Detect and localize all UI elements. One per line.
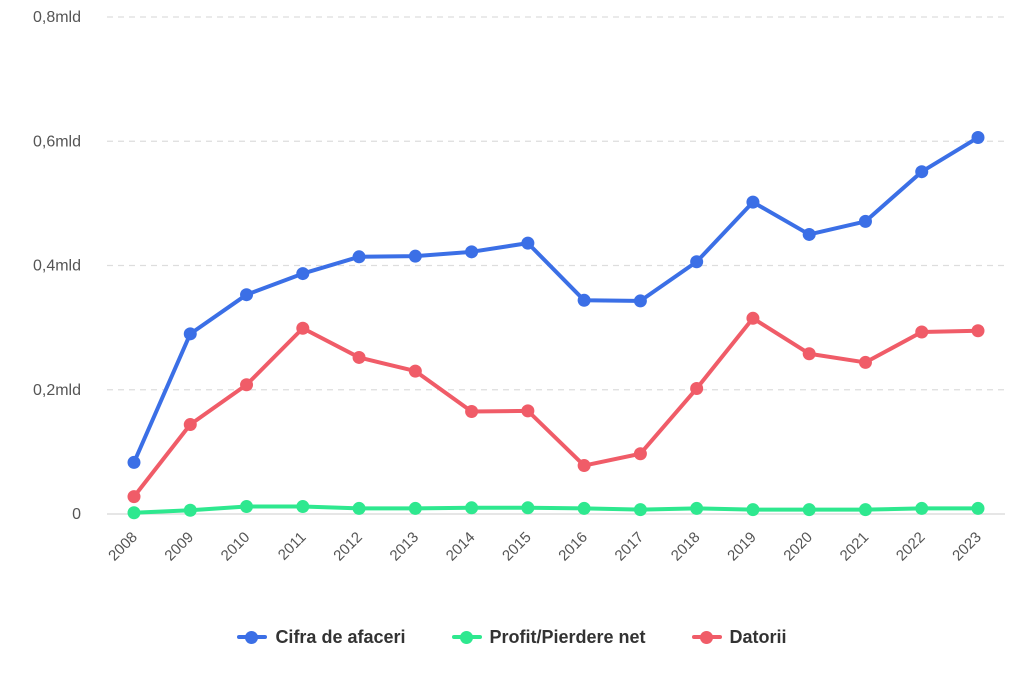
- legend: Cifra de afaceri Profit/Pierdere net Dat…: [0, 622, 1024, 652]
- legend-marker-icon: [691, 631, 722, 644]
- data-point: [465, 245, 479, 259]
- x-tick-label: 2020: [780, 529, 816, 565]
- x-tick-label: 2008: [105, 529, 141, 565]
- legend-label: Profit/Pierdere net: [489, 626, 646, 647]
- y-tick-label: 0: [72, 506, 81, 523]
- x-tick-label: 2014: [443, 529, 479, 565]
- y-tick-label: 0,4mld: [33, 258, 81, 275]
- y-tick-label: 0,8mld: [33, 9, 81, 26]
- data-point: [971, 324, 985, 338]
- x-tick-label: 2023: [949, 529, 985, 565]
- x-tick-label: 2010: [218, 529, 254, 565]
- data-point: [352, 250, 366, 264]
- data-point: [352, 501, 366, 515]
- data-point: [183, 503, 197, 517]
- y-tick-label: 0,2mld: [33, 382, 81, 399]
- legend-label: Cifra de afaceri: [275, 626, 406, 647]
- data-point: [746, 503, 760, 517]
- data-point: [690, 255, 704, 269]
- data-point: [408, 249, 422, 263]
- data-point: [915, 325, 929, 339]
- legend-marker-icon: [237, 631, 268, 644]
- x-tick-label: 2011: [275, 529, 310, 564]
- data-point: [465, 501, 479, 515]
- data-point: [633, 503, 647, 517]
- data-point: [296, 321, 310, 335]
- data-point: [521, 404, 535, 418]
- x-tick-label: 2012: [330, 529, 366, 565]
- data-point: [802, 503, 816, 517]
- legend-item-datorii[interactable]: Datorii: [691, 626, 787, 648]
- series-line: [132, 504, 980, 515]
- data-point: [690, 382, 704, 396]
- data-point: [240, 378, 254, 392]
- legend-item-profit-pierdere-net[interactable]: Profit/Pierdere net: [451, 626, 646, 648]
- data-point: [183, 418, 197, 432]
- line-chart: 0 0,2mld 0,4mld 0,6mld 0,8mld 2008 2009 2010 201…: [33, 9, 1005, 565]
- data-point: [183, 327, 197, 341]
- data-point: [971, 501, 985, 515]
- data-point: [633, 447, 647, 461]
- legend-item-cifra-de-afaceri[interactable]: Cifra de afaceri: [237, 626, 406, 648]
- data-point: [915, 165, 929, 179]
- data-point: [240, 288, 254, 302]
- x-tick-label: 2013: [387, 529, 423, 565]
- data-point: [521, 501, 535, 515]
- data-point: [521, 236, 535, 250]
- x-tick-label: 2009: [161, 529, 197, 565]
- data-point: [915, 501, 929, 515]
- legend-marker-icon: [451, 631, 482, 644]
- x-tick-label: 2016: [555, 529, 591, 565]
- y-tick-label: 0,6mld: [33, 133, 81, 150]
- data-point: [746, 311, 760, 325]
- data-point: [858, 355, 872, 369]
- x-tick-label: 2018: [668, 529, 704, 565]
- data-point: [858, 214, 872, 228]
- x-tick-label: 2017: [612, 529, 648, 565]
- data-point: [802, 347, 816, 361]
- data-point: [352, 350, 366, 364]
- data-point: [127, 490, 141, 504]
- series-line: [132, 135, 980, 465]
- x-tick-label: 2022: [893, 529, 929, 565]
- legend-label: Datorii: [729, 626, 787, 647]
- data-point: [746, 195, 760, 209]
- data-point: [577, 459, 591, 473]
- data-point: [408, 501, 422, 515]
- data-point: [296, 267, 310, 281]
- data-point: [690, 501, 704, 515]
- data-point: [127, 506, 141, 520]
- data-point: [577, 293, 591, 307]
- data-point: [802, 227, 816, 241]
- x-tick-label: 2015: [499, 529, 535, 565]
- x-tick-label: 2021: [837, 529, 873, 565]
- data-point: [971, 131, 985, 145]
- data-point: [240, 500, 254, 514]
- data-point: [577, 501, 591, 515]
- data-point: [465, 404, 479, 418]
- data-point: [408, 364, 422, 378]
- data-point: [633, 294, 647, 308]
- data-point: [858, 503, 872, 517]
- series-line: [132, 316, 980, 499]
- data-point: [296, 500, 310, 514]
- x-tick-label: 2019: [724, 529, 760, 565]
- data-point: [127, 455, 141, 469]
